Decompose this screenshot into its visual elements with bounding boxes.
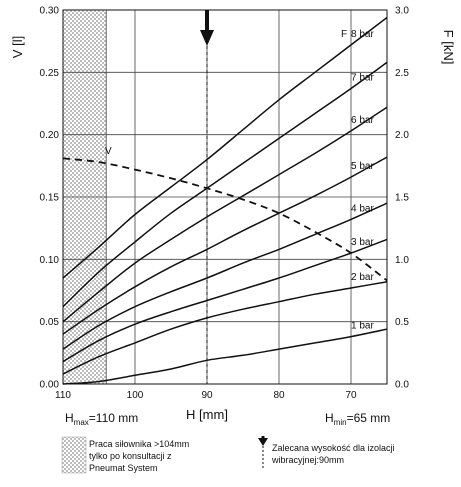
force-series-label: 2 bar: [351, 272, 374, 283]
legend-hatch-line-3: Pneumat System: [89, 463, 158, 473]
force-series-group: [62, 16, 388, 385]
y-right-tick-label: 1.0: [395, 255, 409, 266]
force-series-label: 4 bar: [351, 203, 374, 214]
legend-arrow-line-1: Zalecana wysokość dla izolacji: [272, 443, 395, 453]
hmin-label: Hmin=65 mm: [325, 411, 390, 427]
x-axis-title: H [mm]: [186, 407, 228, 422]
y-left-tick-label: 0.05: [40, 317, 60, 328]
force-series-label: 1 bar: [351, 321, 374, 332]
hmax-label: Hmax=110 mm: [65, 411, 138, 427]
y-right-tick-label: 0.0: [395, 380, 409, 391]
legend-hatch-swatch: [61, 436, 87, 474]
volume-series-label: V: [105, 146, 112, 157]
y-left-tick-label: 0.20: [40, 130, 60, 141]
y-left-tick-label: 0.00: [40, 380, 60, 391]
y-left-tick-label: 0.10: [40, 255, 60, 266]
y-right-tick-label: 2.0: [395, 130, 409, 141]
force-series-line: [62, 156, 388, 335]
y-right-tick-label: 0.5: [395, 317, 409, 328]
y-right-tick-label: 2.5: [395, 68, 409, 79]
force-series-line: [62, 202, 388, 350]
force-series-label: 3 bar: [351, 237, 374, 248]
legend-arrow-icon: [258, 438, 268, 446]
force-series-prefix: F: [341, 29, 347, 40]
x-tick-label: 90: [201, 390, 213, 401]
recommended-height-arrow: [200, 10, 214, 46]
force-series-labels: 1 bar 2 bar 3 bar 4 bar 5 bar 6 bar 7 bar F 8 ba…: [341, 29, 374, 332]
grid: [62, 9, 387, 385]
force-series-line: [62, 16, 388, 279]
plot-frame: [62, 9, 388, 385]
force-series-line: [62, 238, 388, 363]
force-series-label: 5 bar: [351, 161, 374, 172]
y-left-tick-label: 0.15: [40, 193, 60, 204]
force-series-label: 6 bar: [351, 115, 374, 126]
y-right-axis-title: F [kN]: [441, 30, 456, 65]
y-left-tick-labels: 0.00 0.05 0.10 0.15 0.20 0.25 0.30: [40, 6, 60, 391]
y-right-tick-labels: 0.0 0.5 1.0 1.5 2.0 2.5 3.0: [395, 6, 409, 391]
x-tick-labels: 110 100 90 80 70: [55, 390, 357, 401]
legend-arrow-line-2: wibracyjnej:90mm: [271, 455, 344, 465]
force-series-line: [62, 281, 388, 375]
force-series-label: 8 bar: [351, 29, 374, 40]
legend: Praca siłownika >104mm tylko po konsulta…: [61, 436, 395, 474]
legend-hatch-line-2: tylko po konsultacji z: [89, 451, 172, 461]
y-left-axis-title: V [l]: [10, 36, 25, 58]
y-left-tick-label: 0.30: [40, 6, 60, 17]
legend-arrow-swatch: [258, 436, 268, 470]
force-series-line: [62, 106, 388, 323]
force-series-line: [62, 61, 388, 308]
x-tick-label: 110: [55, 390, 71, 401]
y-right-tick-label: 1.5: [395, 193, 409, 204]
x-tick-label: 100: [127, 390, 144, 401]
volume-series-line: [62, 157, 388, 282]
force-series-line: [62, 328, 388, 385]
x-tick-label: 80: [273, 390, 285, 401]
x-tick-label: 70: [345, 390, 357, 401]
y-right-tick-label: 3.0: [395, 6, 409, 17]
legend-hatch-line-1: Praca siłownika >104mm: [89, 439, 189, 449]
force-series-label: 7 bar: [351, 73, 374, 84]
y-left-tick-label: 0.25: [40, 68, 60, 79]
